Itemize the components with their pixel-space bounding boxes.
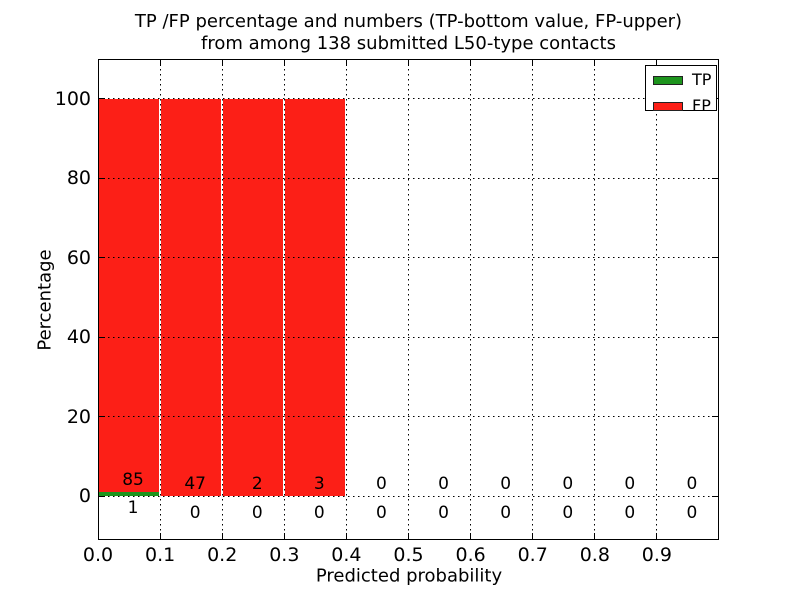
plot-border [98,59,719,540]
tick-y-left-20 [99,416,105,418]
y-tick-label-20: 20 [66,405,91,428]
tick-x-top-0.4 [345,60,347,66]
tp-count-label-bin-7: 0 [562,502,574,523]
tick-y-left-0 [99,495,105,497]
fp-count-label-bin-4: 0 [376,474,387,495]
tp-count-label-bin-8: 0 [624,502,636,523]
legend-swatch-tp [653,75,683,85]
x-tick-label-0.1: 0.1 [144,544,176,566]
tp-count-label-bin-3: 0 [313,502,325,523]
tp-count-label-bin-2: 0 [251,502,263,523]
tick-x-bottom-0.9 [656,533,658,539]
tp-count-label-bin-0: 1 [127,498,139,519]
fp-count-label-bin-0: 85 [122,469,144,490]
gridline-x-0.3 [283,59,285,540]
legend: TP FP [645,65,717,115]
x-tick-label-0.8: 0.8 [579,544,610,566]
tick-x-bottom-0.6 [470,533,472,539]
x-tick-label-0.9: 0.9 [641,544,672,566]
y-tick-label-60: 60 [66,246,91,269]
tick-x-top-0.9 [656,60,658,66]
x-tick-label-0.7: 0.7 [517,544,548,566]
tp-count-label-bin-6: 0 [500,502,512,523]
x-tick-label-0.0: 0.0 [82,544,114,566]
fp-count-label-bin-6: 0 [500,474,512,495]
fp-count-label-bin-5: 0 [438,474,449,495]
bar-fp-bin-2 [222,98,285,497]
fp-count-label-bin-9: 0 [686,474,698,495]
tick-x-bottom-0.3 [283,533,285,539]
gridline-x-0.9 [656,59,658,540]
tick-x-top-0.1 [159,60,161,66]
y-tick-label-100: 100 [54,87,91,110]
gridline-x-0.5 [408,59,409,540]
tick-x-bottom-0.2 [221,533,223,539]
tick-x-top-0.6 [470,60,472,66]
tick-x-bottom-0.4 [345,533,347,539]
tick-x-bottom-0.5 [408,533,409,539]
x-tick-label-0.5: 0.5 [393,544,424,566]
fp-count-label-bin-7: 0 [562,474,574,495]
chart-title-line-2: from among 138 submitted L50-type contac… [200,33,616,54]
tick-y-left-100 [99,98,105,100]
tick-x-bottom-0.7 [532,533,534,539]
tick-y-left-80 [99,177,105,179]
tick-x-bottom-0.8 [594,533,596,539]
tp-count-label-bin-4: 0 [376,502,387,523]
legend-item-fp: FP [653,96,711,115]
tp-count-label-bin-1: 0 [189,502,201,523]
gridline-x-0.7 [532,59,534,540]
tick-y-left-40 [99,336,105,338]
chart-title-line-1: TP /FP percentage and numbers (TP-bottom… [134,11,683,32]
gridline-x-0.8 [594,59,596,540]
bar-fp-bin-0 [98,98,161,492]
chart-title: TP /FP percentage and numbers (TP-bottom… [98,11,719,55]
tick-y-right-0 [712,495,718,497]
x-tick-label-0.3: 0.3 [269,544,300,566]
x-tick-label-0.6: 0.6 [455,544,486,566]
legend-label-fp: FP [692,96,711,115]
fp-count-label-bin-8: 0 [624,474,636,495]
gridline-x-0.1 [159,59,161,540]
y-tick-label-80: 80 [66,167,91,190]
tick-y-right-40 [712,336,718,338]
legend-swatch-fp [653,101,683,111]
fp-count-label-bin-1: 47 [184,474,206,495]
tick-y-left-60 [99,257,105,259]
gridline-x-0.6 [470,59,472,540]
tick-y-right-20 [712,416,718,418]
x-axis-label: Predicted probability [315,565,503,587]
tick-x-top-0.7 [532,60,534,66]
tick-x-top-0.5 [408,60,409,66]
tick-y-right-60 [712,257,718,259]
gridline-x-0.2 [221,59,223,540]
fp-count-label-bin-3: 3 [313,474,325,495]
tick-x-top-0.8 [594,60,596,66]
fp-count-label-bin-2: 2 [251,474,263,495]
x-tick-label-0.4: 0.4 [331,544,362,566]
legend-label-tp: TP [692,70,712,89]
tp-count-label-bin-9: 0 [686,502,698,523]
y-tick-label-40: 40 [66,326,91,349]
tick-x-bottom-0.1 [159,533,161,539]
x-tick-label-0.2: 0.2 [207,544,238,566]
bar-fp-bin-3 [284,98,347,497]
tick-x-top-0.3 [283,60,285,66]
tp-count-label-bin-5: 0 [438,502,449,523]
legend-item-tp: TP [653,70,712,89]
tick-y-right-80 [712,177,718,179]
tick-x-top-0.2 [221,60,223,66]
bar-fp-bin-1 [160,98,223,497]
y-tick-label-0: 0 [78,485,91,508]
gridline-x-0.4 [345,59,347,540]
